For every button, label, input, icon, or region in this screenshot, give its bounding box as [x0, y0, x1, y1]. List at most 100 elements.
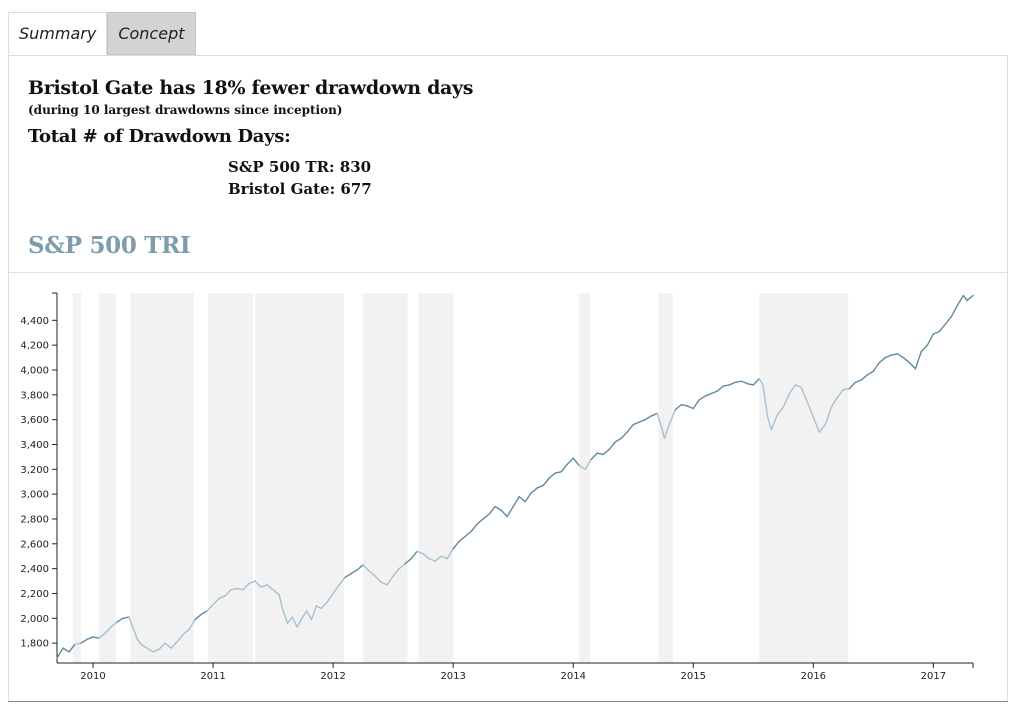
series-0-segment-126: [782, 392, 791, 408]
series-0-segment-98: [626, 423, 634, 433]
series-0-segment-89: [572, 457, 580, 467]
series-0-segment-12: [128, 616, 134, 628]
series-0-segment-60: [398, 562, 406, 570]
series-0-segment-26: [206, 603, 214, 612]
series-0-segment-48: [326, 592, 334, 603]
series-0-segment-127: [788, 384, 797, 395]
series-0-segment-55: [368, 570, 376, 577]
series-lines: [56, 294, 974, 659]
series-0-segment-116: [728, 381, 736, 386]
series-0-segment-11: [122, 616, 130, 620]
series-0-segment-137: [848, 381, 857, 390]
series-0-segment-61: [404, 558, 412, 565]
series-0-segment-125: [776, 406, 785, 416]
series-0-segment-148: [914, 350, 923, 370]
series-0-segment-0: [56, 647, 64, 659]
series-0-segment-17: [152, 648, 160, 653]
series-0-segment-104: [660, 423, 666, 439]
y-tick-label-3600: 3,600: [20, 415, 49, 426]
series-0-segment-38: [278, 594, 284, 611]
series-0-segment-37: [272, 589, 280, 596]
series-0-segment-87: [560, 463, 568, 473]
series-0-segment-154: [950, 304, 959, 318]
series-0-segment-20: [170, 641, 178, 649]
series-0-segment-86: [554, 471, 562, 474]
y-tick-label-2000: 2,000: [20, 614, 49, 625]
drawdown-band-2: [130, 293, 194, 663]
series-0-segment-144: [890, 353, 899, 356]
y-tick-label-4400: 4,400: [20, 316, 49, 327]
series-0-segment-29: [224, 589, 232, 597]
series-0-segment-76: [494, 505, 502, 511]
series-0-segment-147: [908, 361, 917, 370]
series-0-segment-63: [416, 550, 424, 555]
x-tick-label-2012: 2012: [320, 671, 345, 682]
tab-summary[interactable]: Summary: [8, 12, 108, 55]
series-0-segment-110: [692, 399, 700, 410]
x-tick-label-2014: 2014: [560, 671, 585, 682]
series-0-segment-2: [68, 643, 76, 653]
series-0-segment-91: [584, 458, 592, 471]
series-0-segment-107: [674, 404, 682, 411]
series-0-segment-41: [291, 616, 298, 628]
summary-subheadline: (during 10 largest drawdowns since incep…: [28, 103, 343, 117]
series-0-segment-56: [374, 575, 382, 583]
series-0-segment-33: [248, 580, 256, 585]
series-0-segment-16: [146, 647, 154, 653]
series-0-segment-122: [762, 384, 769, 418]
series-0-segment-112: [704, 392, 712, 397]
total-drawdown-label: Total # of Drawdown Days:: [28, 126, 291, 147]
series-0-segment-143: [884, 354, 893, 359]
y-tick-label-2800: 2,800: [20, 514, 49, 525]
series-0-segment-142: [878, 356, 887, 364]
series-0-segment-40: [286, 616, 294, 624]
series-0-segment-70: [458, 535, 466, 543]
x-tick-label-2011: 2011: [200, 671, 225, 682]
series-0-segment-99: [632, 421, 640, 426]
x-axis: 2010 2011 2012 2013 2014 2015 2016 2017: [57, 662, 974, 682]
series-0-segment-54: [362, 564, 370, 572]
series-0-segment-133: [824, 406, 833, 426]
series-0-segment-46: [315, 605, 322, 610]
series-0-segment-32: [242, 582, 250, 591]
series-0-segment-52: [350, 569, 358, 575]
series-0-segment-118: [740, 380, 749, 385]
series-0-segment-83: [536, 484, 544, 489]
series-0-segment-85: [548, 472, 556, 479]
series-0-segment-47: [320, 601, 328, 610]
series-0-segment-97: [620, 431, 628, 439]
series-0-segment-151: [932, 330, 941, 335]
series-0-segment-13: [131, 626, 139, 641]
tab-concept[interactable]: Concept: [107, 12, 196, 55]
series-0-segment-64: [422, 553, 430, 560]
drawdown-band-7: [579, 293, 591, 663]
series-0-segment-80: [518, 495, 526, 503]
series-0-segment-153: [944, 315, 953, 325]
series-0-segment-34: [254, 580, 262, 588]
series-0-segment-14: [136, 638, 142, 646]
series-0-segment-51: [344, 572, 352, 579]
series-0-segment-45: [310, 605, 318, 621]
bristol-drawdown-stat: Bristol Gate: 677: [228, 180, 372, 198]
series-0-segment-108: [680, 404, 688, 407]
summary-headline: Bristol Gate has 18% fewer drawdown days: [28, 77, 474, 99]
series-0-segment-105: [663, 423, 670, 439]
section-divider: [9, 272, 1007, 273]
y-tick-label-2200: 2,200: [20, 589, 49, 600]
series-0-segment-117: [734, 380, 742, 384]
series-0-segment-90: [578, 464, 586, 471]
series-0-segment-129: [800, 386, 809, 403]
series-0-segment-132: [818, 423, 827, 433]
series-0-segment-35: [260, 584, 268, 588]
series-0-segment-66: [434, 555, 442, 562]
x-tick-label-2017: 2017: [921, 671, 946, 682]
series-0-segment-71: [464, 530, 472, 538]
drawdown-band-6: [418, 293, 454, 663]
chart-title: S&P 500 TRI: [28, 232, 191, 259]
series-0-segment-138: [854, 379, 863, 384]
series-0-segment-74: [482, 513, 490, 520]
series-0-segment-157: [966, 294, 974, 302]
series-0-segment-19: [164, 642, 172, 649]
series-0-segment-96: [614, 437, 622, 443]
series-0-segment-140: [866, 370, 875, 376]
